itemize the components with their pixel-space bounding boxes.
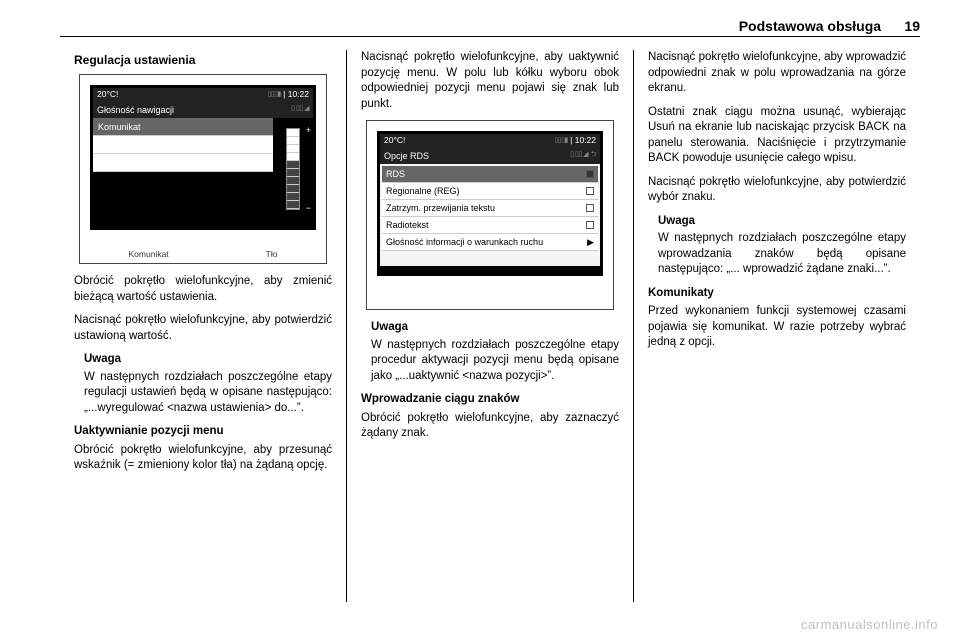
screen-1: 20°C ! ▯▯▯▮ | 10:22 Głośność nawigacji ▯… xyxy=(90,85,316,230)
page-header: Podstawowa obsługa 19 xyxy=(60,18,920,37)
plus-icon: + xyxy=(306,124,311,136)
screen2-row-2: Zatrzym. przewijania tekstu xyxy=(382,200,598,217)
screen2-row-3-label: Radiotekst xyxy=(386,219,429,231)
col3-h4: Komunikaty xyxy=(648,286,906,302)
screen1-row-1: Tło xyxy=(93,136,273,154)
col1-p3: Obrócić pokrętło wielofunkcyjne, aby prz… xyxy=(74,443,332,474)
col2-note2-text: W następnych rozdziałach poszczególne et… xyxy=(371,339,619,382)
checkbox-icon xyxy=(586,221,594,229)
col2-note2-label: Uwaga xyxy=(371,320,619,336)
screen1-list: Komunikat Tło Sprawdz. głośności xyxy=(93,118,273,220)
device-screenshot-1: 20°C ! ▯▯▯▮ | 10:22 Głośność nawigacji ▯… xyxy=(79,74,327,264)
screen2-row-3: Radiotekst xyxy=(382,217,598,234)
screen2-row-1: Regionalne (REG) xyxy=(382,183,598,200)
chapter-title: Podstawowa obsługa xyxy=(739,18,881,34)
screen1-slider: + − xyxy=(273,118,313,220)
screen2-icons: ▯ ▯▯ ◢ ⮌ xyxy=(570,150,596,162)
screen1-icons: ▯ ▯▯ ◢ xyxy=(291,104,309,116)
col1-note1-text: W następnych rozdziałach poszczególne et… xyxy=(84,371,332,414)
screen1-body: Komunikat Tło Sprawdz. głośności + xyxy=(93,118,313,220)
chevron-right-icon: ▶ xyxy=(587,236,594,248)
screen2-exclaim: ! xyxy=(403,135,405,146)
col3-p1: Nacisnąć pokrętło wielofunkcyjne, aby wp… xyxy=(648,50,906,97)
screen1-time: 10:22 xyxy=(288,89,309,100)
screen1-row-0: Komunikat xyxy=(93,118,273,136)
col1-note1-label: Uwaga xyxy=(84,352,332,368)
col1-p2: Nacisnąć pokrętło wielofunkcyjne, aby po… xyxy=(74,313,332,344)
column-2: Nacisnąć pokrętło wielofunkcyjne, aby ua… xyxy=(346,50,633,602)
bottom-label-1: Tło xyxy=(266,249,278,260)
checkbox-icon xyxy=(586,204,594,212)
checkbox-checked-icon xyxy=(586,170,594,178)
watermark: carmanualsonline.info xyxy=(801,617,938,632)
screen2-row-2-label: Zatrzym. przewijania tekstu xyxy=(386,202,495,214)
screen1-temp: 20°C xyxy=(97,89,116,100)
column-3: Nacisnąć pokrętło wielofunkcyjne, aby wp… xyxy=(633,50,920,602)
col1-note1: Uwaga W następnych rozdziałach poszczegó… xyxy=(84,352,332,416)
screen2-signal-icon: ▯▯▯▮ xyxy=(554,136,567,145)
screen1-bottom-labels: Komunikat Tło xyxy=(80,249,326,260)
screen1-statusbar: 20°C ! ▯▯▯▮ | 10:22 xyxy=(93,88,313,101)
col3-p3: Nacisnąć pokrętło wielofunkcyjne, aby po… xyxy=(648,175,906,206)
col3-note3: Uwaga W następnych rozdziałach poszczegó… xyxy=(658,214,906,278)
page-number: 19 xyxy=(904,18,920,34)
screen1-titlebar: Głośność nawigacji ▯ ▯▯ ◢ xyxy=(93,102,313,118)
col2-h4: Wprowadzanie ciągu znaków xyxy=(361,392,619,408)
col3-p4: Przed wykonaniem funkcji systemowej czas… xyxy=(648,304,906,351)
column-1: Regulacja ustawienia 20°C ! ▯▯▯▮ | 10:22… xyxy=(60,50,346,602)
col3-note3-text: W następnych rozdziałach poszczególne et… xyxy=(658,232,906,275)
col2-p2: Obrócić pokrętło wielofunkcyjne, aby zaz… xyxy=(361,411,619,442)
screen2-temp: 20°C xyxy=(384,135,403,146)
col1-heading: Regulacja ustawienia xyxy=(74,52,332,68)
col3-note3-label: Uwaga xyxy=(658,214,906,230)
col1-h4: Uaktywnianie pozycji menu xyxy=(74,424,332,440)
screen1-exclaim: ! xyxy=(116,89,118,100)
screen2-row-1-label: Regionalne (REG) xyxy=(386,185,460,197)
device-screenshot-2: 20°C ! ▯▯▯▮ | 10:22 Opcje RDS ▯ ▯▯ ◢ ⮌ R… xyxy=(366,120,614,310)
screen2-statusbar: 20°C ! ▯▯▯▮ | 10:22 xyxy=(380,134,600,147)
screen2-row-4-label: Głośność informacji o warunkach ruchu xyxy=(386,236,543,248)
content-columns: Regulacja ustawienia 20°C ! ▯▯▯▮ | 10:22… xyxy=(60,50,920,602)
col1-p1: Obrócić pokrętło wielofunkcyjne, aby zmi… xyxy=(74,274,332,305)
screen2-row-0: RDS xyxy=(382,166,598,183)
screen2-title: Opcje RDS xyxy=(384,150,429,162)
screen2-time: 10:22 xyxy=(575,135,596,146)
screen1-title: Głośność nawigacji xyxy=(97,104,174,116)
screen-2: 20°C ! ▯▯▯▮ | 10:22 Opcje RDS ▯ ▯▯ ◢ ⮌ R… xyxy=(377,131,603,276)
screen1-signal-icon: ▯▯▯▮ xyxy=(267,90,280,99)
screen2-row-4: Głośność informacji o warunkach ruchu ▶ xyxy=(382,234,598,251)
screen2-row-0-label: RDS xyxy=(386,168,405,180)
slider-track xyxy=(286,128,300,210)
col2-note2: Uwaga W następnych rozdziałach poszczegó… xyxy=(371,320,619,384)
screen1-row-2: Sprawdz. głośności xyxy=(93,154,273,172)
checkbox-icon xyxy=(586,187,594,195)
col3-p2: Ostatni znak ciągu można usunąć, wybiera… xyxy=(648,105,906,167)
screen2-titlebar: Opcje RDS ▯ ▯▯ ◢ ⮌ xyxy=(380,148,600,164)
col2-p1: Nacisnąć pokrętło wielofunkcyjne, aby ua… xyxy=(361,50,619,112)
screen2-body: RDS Regionalne (REG) Zatrzym. przewijani… xyxy=(380,164,600,266)
bottom-label-0: Komunikat xyxy=(129,249,169,260)
minus-icon: − xyxy=(306,202,311,214)
